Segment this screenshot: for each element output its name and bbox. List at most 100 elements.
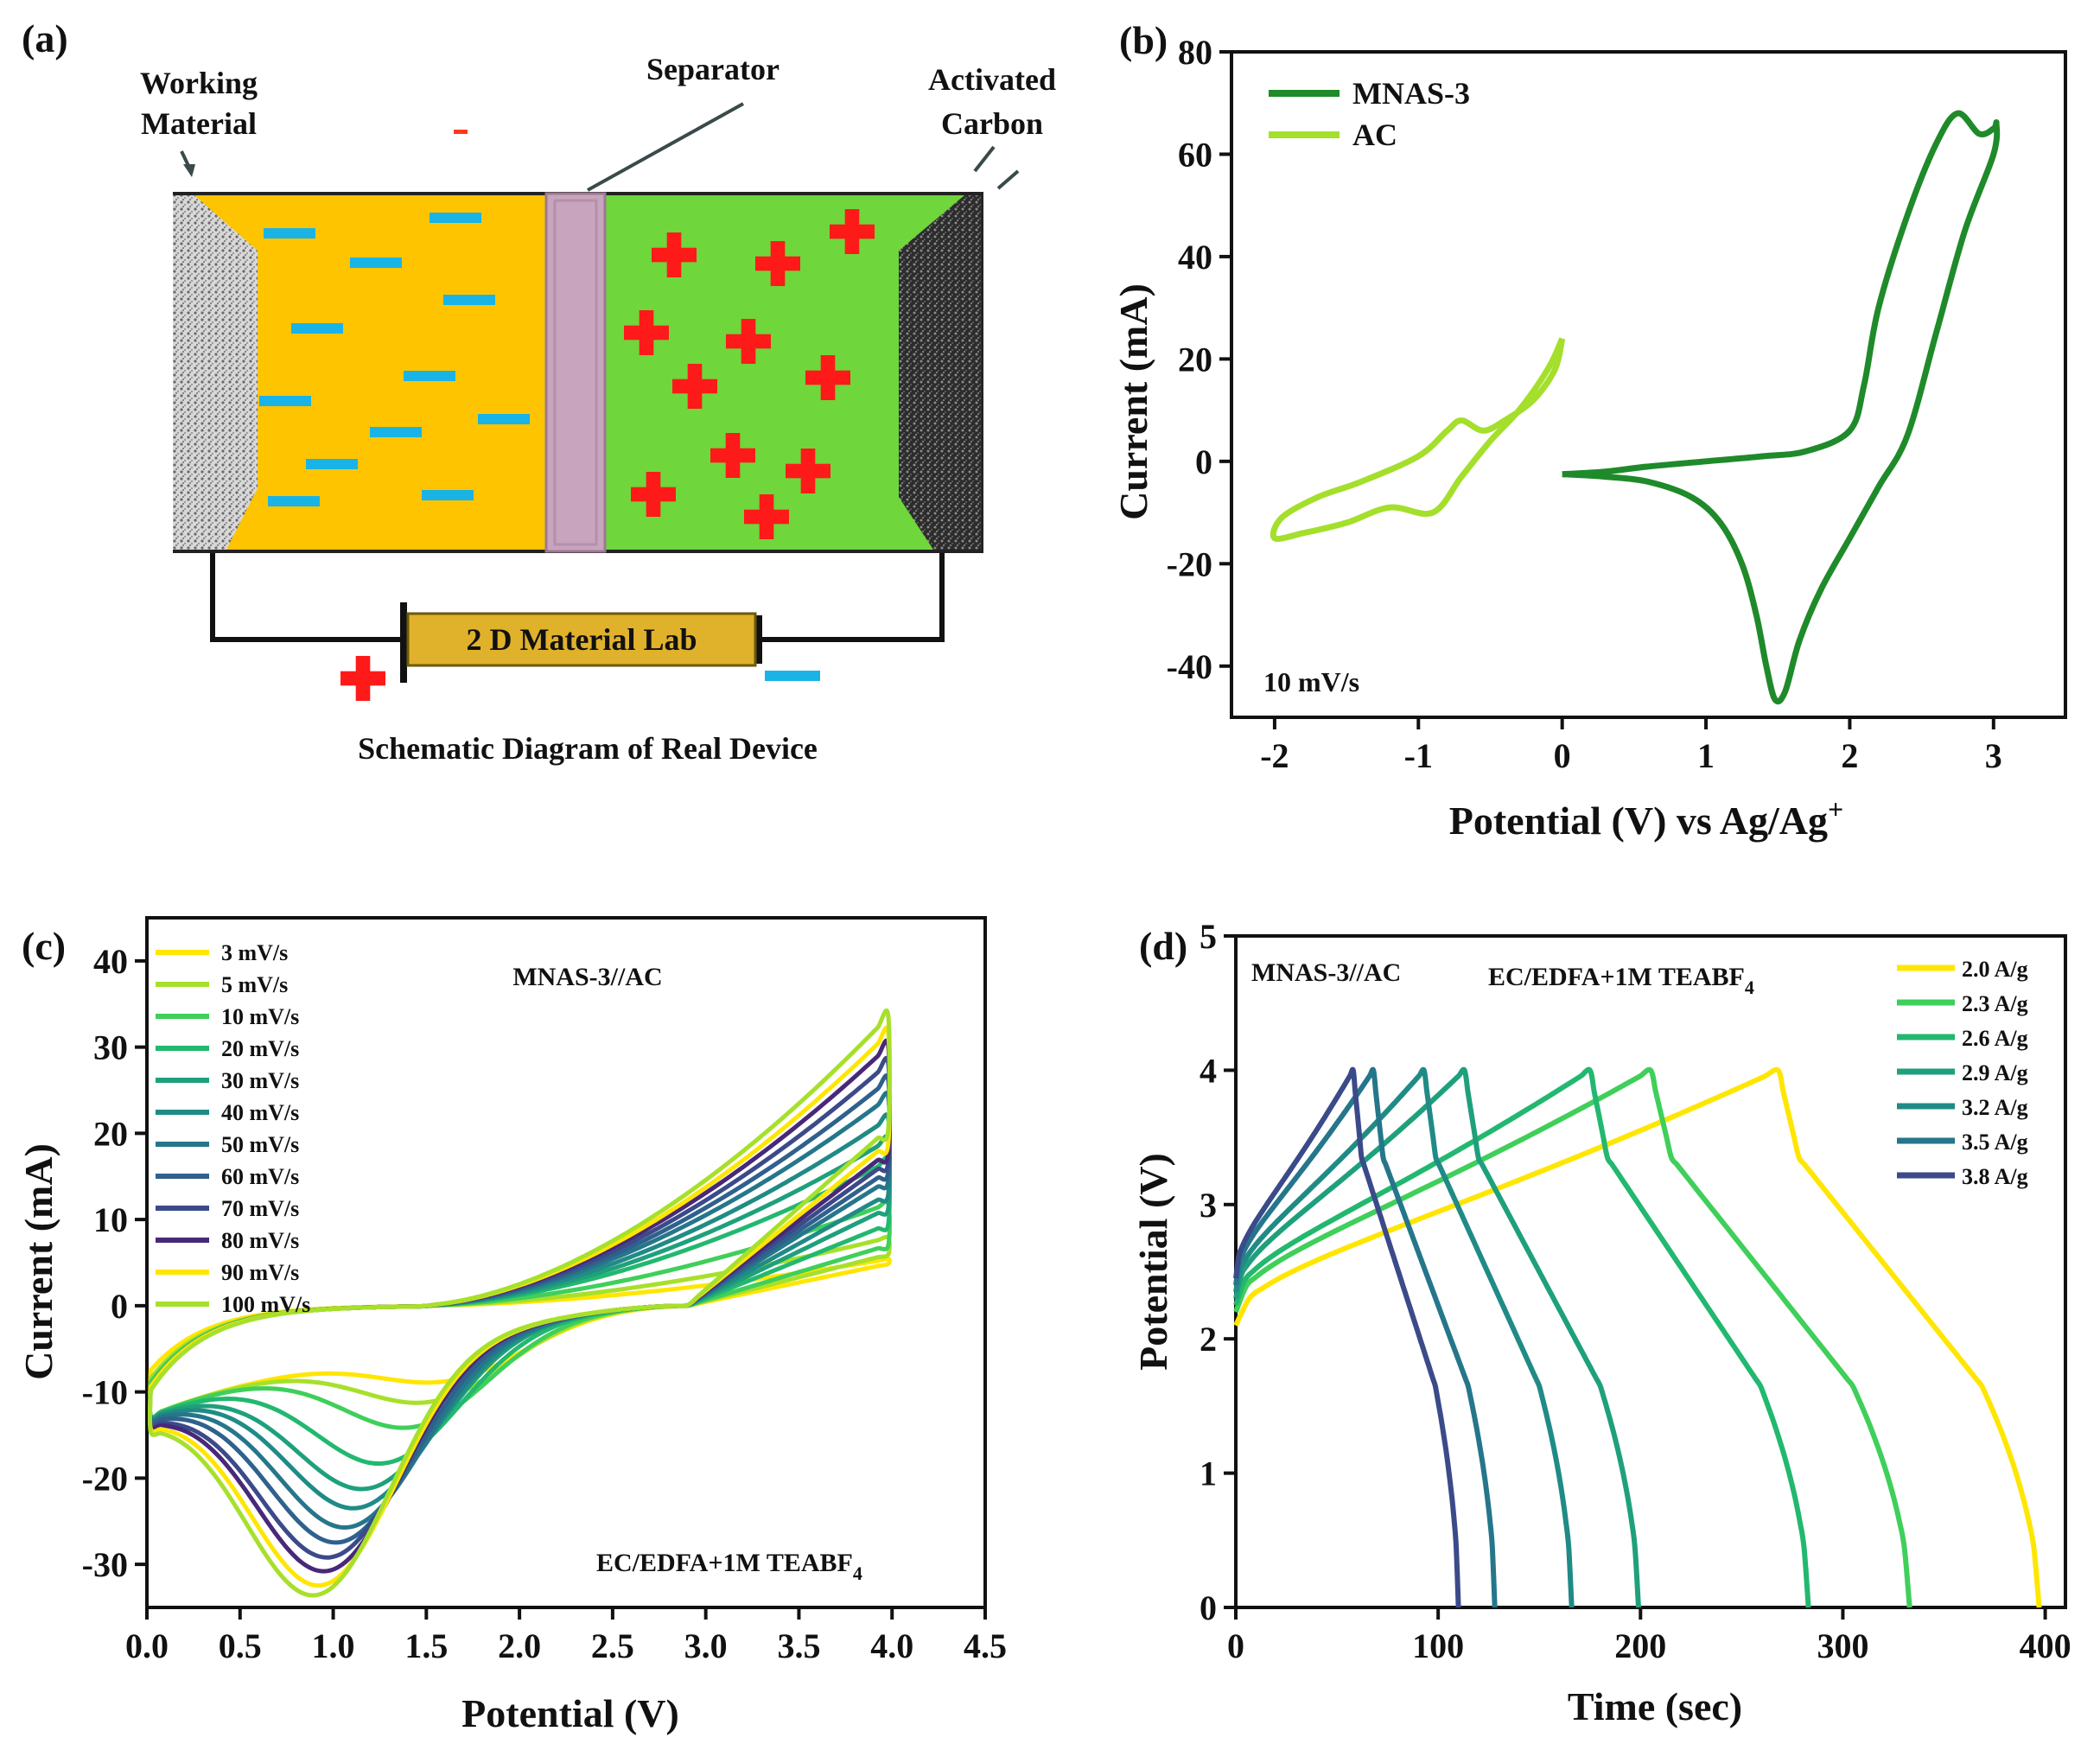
working-material-label-2: Material bbox=[141, 106, 257, 141]
legend-label: 80 mV/s bbox=[221, 1228, 299, 1253]
panel-c-top-annotation: MNAS-3//AC bbox=[512, 963, 662, 991]
stray-dash bbox=[454, 130, 468, 134]
x-tick-label: 200 bbox=[1614, 1626, 1666, 1665]
legend-mnas-label: MNAS-3 bbox=[1352, 76, 1470, 111]
x-tick-label: 3 bbox=[1985, 736, 2002, 775]
panel-d-label: (d) bbox=[1139, 924, 1187, 968]
panel-d-ylabel: Potential (V) bbox=[1131, 1153, 1175, 1371]
gcd-curve-2-3-a-g bbox=[1233, 1066, 1912, 1608]
working-electrode bbox=[173, 195, 258, 550]
y-tick-label: 80 bbox=[1178, 33, 1212, 72]
y-tick-label: 40 bbox=[93, 942, 128, 981]
positive-terminal-sign bbox=[340, 656, 385, 701]
y-tick-label: 10 bbox=[93, 1200, 128, 1239]
legend-label: 60 mV/s bbox=[221, 1164, 299, 1189]
wire-right bbox=[759, 553, 945, 642]
y-tick-label: 1 bbox=[1200, 1454, 1217, 1493]
anions bbox=[259, 213, 530, 506]
cation-mark-v bbox=[687, 364, 703, 409]
anion-mark bbox=[306, 459, 358, 469]
panel-c-label: (c) bbox=[22, 924, 66, 968]
cv-curve-ac bbox=[1270, 337, 1566, 542]
panel-d-legend: 2.0 A/g 2.3 A/g 2.6 A/g 2.9 A/g 3.2 A/g 3.5 A… bbox=[1897, 957, 2028, 1189]
y-tick-label: 20 bbox=[93, 1114, 128, 1153]
legend-label: 70 mV/s bbox=[221, 1196, 299, 1221]
y-tick-label: 0 bbox=[111, 1287, 128, 1326]
panel-d-top-annotation-left: MNAS-3//AC bbox=[1251, 958, 1401, 987]
panel-c-ylabel: Current (mA) bbox=[16, 1143, 60, 1380]
y-tick-label: 20 bbox=[1178, 340, 1212, 379]
y-tick-label: 4 bbox=[1200, 1051, 1217, 1090]
panel-b-label: (b) bbox=[1119, 18, 1168, 62]
legend-ac-label: AC bbox=[1352, 118, 1397, 152]
gcd-curve-3-2-a-g bbox=[1233, 1066, 1575, 1608]
anion-mark bbox=[430, 213, 481, 223]
y-tick-label: -30 bbox=[82, 1545, 128, 1584]
cation-mark-v bbox=[770, 241, 786, 286]
cation-mark-v bbox=[759, 494, 774, 539]
x-tick-label: 300 bbox=[1817, 1626, 1868, 1665]
separator-arrow bbox=[587, 102, 744, 192]
cation-mark-v bbox=[725, 433, 741, 478]
activated-carbon-label-2: Carbon bbox=[941, 106, 1043, 141]
cation-mark-v bbox=[639, 310, 654, 355]
x-tick-label: 3.0 bbox=[684, 1626, 728, 1665]
legend-label: 20 mV/s bbox=[221, 1036, 299, 1061]
panel-d-xlabel: Time (sec) bbox=[1568, 1684, 1742, 1728]
legend-label: 10 mV/s bbox=[221, 1004, 299, 1029]
x-tick-label: -1 bbox=[1404, 736, 1433, 775]
negative-terminal-sign bbox=[765, 671, 820, 681]
panel-a-label: (a) bbox=[22, 16, 68, 60]
gcd-curve-3-8-a-g bbox=[1233, 1066, 1461, 1608]
cation-mark-v bbox=[800, 449, 816, 493]
anion-mark bbox=[443, 295, 495, 305]
x-tick-label: 1 bbox=[1697, 736, 1715, 775]
separator-label: Separator bbox=[646, 52, 780, 86]
y-tick-label: 30 bbox=[93, 1028, 128, 1067]
y-tick-label: 0 bbox=[1200, 1588, 1217, 1627]
plot-frame bbox=[145, 916, 987, 1609]
y-tick-label: -20 bbox=[1167, 544, 1212, 583]
anion-mark bbox=[291, 323, 343, 334]
cation-mark-v bbox=[666, 232, 682, 277]
anion-mark bbox=[264, 228, 315, 239]
gcd-curve-3-5-a-g bbox=[1233, 1066, 1498, 1608]
schematic-caption: Schematic Diagram of Real Device bbox=[358, 731, 818, 766]
y-tick-label: 5 bbox=[1200, 917, 1217, 956]
anion-mark bbox=[268, 496, 320, 506]
anion-mark bbox=[370, 427, 422, 437]
gcd-curve-2-0-a-g bbox=[1233, 1066, 2042, 1608]
x-tick-label: 3.5 bbox=[777, 1626, 820, 1665]
panel-b-chart: (b) -2 -1 0 1 2 3 -40 -20 0 20 40 60 80 MNAS-3 AC 10… bbox=[1111, 18, 2067, 843]
activated-carbon-label-1: Activated bbox=[928, 62, 1056, 97]
legend-label: 3.2 A/g bbox=[1962, 1095, 2028, 1120]
y-tick-label: 60 bbox=[1178, 135, 1212, 174]
x-tick-label: 0.0 bbox=[125, 1626, 169, 1665]
activated-carbon-electrode bbox=[899, 195, 982, 550]
x-tick-label: -2 bbox=[1260, 736, 1289, 775]
scan-rate-annotation: 10 mV/s bbox=[1263, 666, 1359, 697]
y-tick-label: -10 bbox=[82, 1373, 128, 1412]
x-tick-label: 0.5 bbox=[219, 1626, 262, 1665]
anion-mark bbox=[404, 371, 455, 381]
cations bbox=[624, 209, 875, 539]
cation-mark-v bbox=[820, 355, 836, 400]
x-tick-label: 2.0 bbox=[498, 1626, 541, 1665]
x-tick-label: 100 bbox=[1412, 1626, 1464, 1665]
y-tick-label: -20 bbox=[82, 1459, 128, 1498]
panel-a-schematic: (a) Working Material Separator Activated… bbox=[22, 16, 1056, 766]
anion-mark bbox=[259, 396, 311, 406]
legend-label: 3.8 A/g bbox=[1962, 1164, 2028, 1189]
legend-label: 40 mV/s bbox=[221, 1100, 299, 1125]
legend-label: 100 mV/s bbox=[221, 1292, 310, 1317]
gcd-curve-2-9-a-g bbox=[1233, 1066, 1641, 1608]
panel-c-xlabel: Potential (V) bbox=[461, 1691, 679, 1735]
activated-carbon-arrow-2 bbox=[996, 169, 1020, 190]
legend-label: 3.5 A/g bbox=[1962, 1130, 2028, 1155]
x-tick-label: 0 bbox=[1227, 1626, 1244, 1665]
x-tick-label: 4.0 bbox=[870, 1626, 913, 1665]
legend-label: 50 mV/s bbox=[221, 1132, 299, 1157]
panel-c-chart: (c) 0.0 0.5 1.0 1.5 2.0 2.5 3.0 3.5 4.0 4.5 -30 -20… bbox=[16, 916, 1007, 1735]
